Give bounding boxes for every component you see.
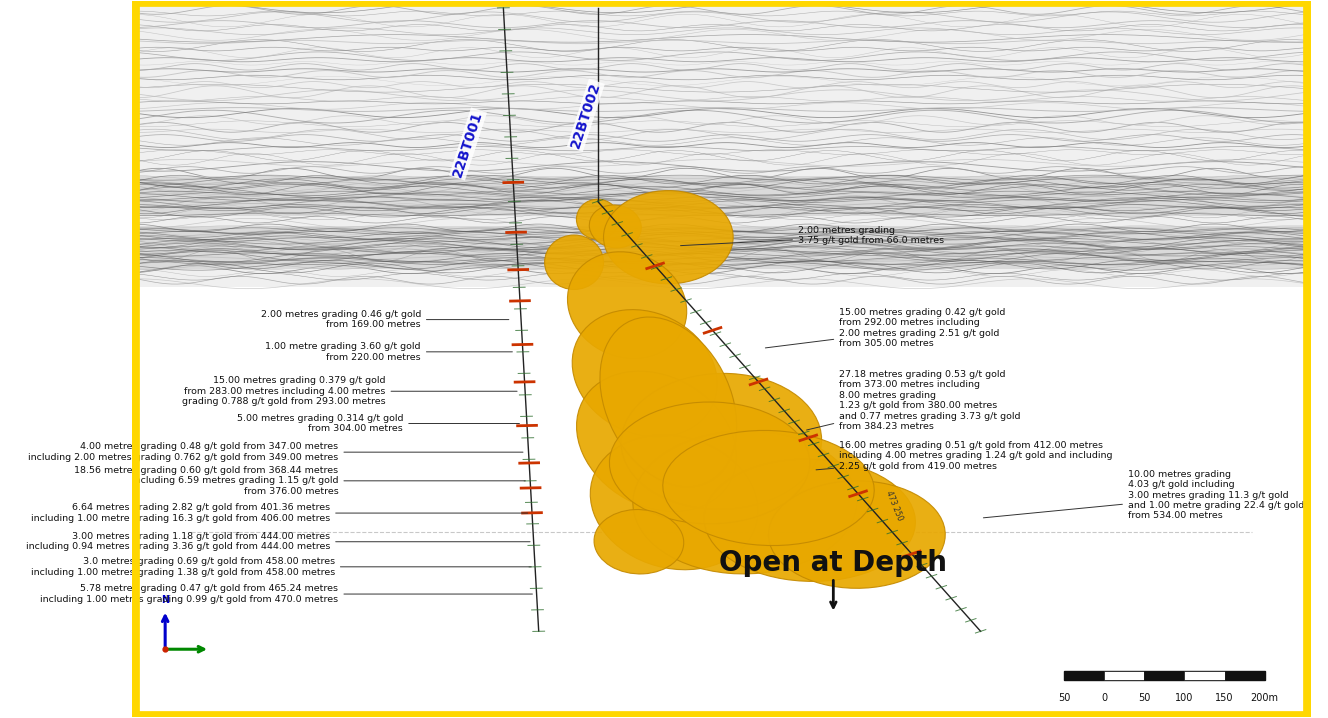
Ellipse shape — [663, 430, 874, 546]
Ellipse shape — [633, 431, 857, 574]
Text: 5.78 metres grading 0.47 g/t gold from 465.24 metres
including 1.00 metres gradi: 5.78 metres grading 0.47 g/t gold from 4… — [40, 584, 533, 604]
Ellipse shape — [590, 435, 758, 569]
FancyBboxPatch shape — [133, 1, 1311, 287]
FancyBboxPatch shape — [133, 226, 1311, 269]
Text: 3.0 metres grading 0.69 g/t gold from 458.00 metres
including 1.00 metres gradin: 3.0 metres grading 0.69 g/t gold from 45… — [31, 557, 531, 577]
Ellipse shape — [594, 510, 684, 574]
Ellipse shape — [600, 317, 737, 487]
Ellipse shape — [576, 371, 737, 512]
Ellipse shape — [603, 190, 733, 284]
Ellipse shape — [544, 235, 603, 289]
Text: 1.00 metre grading 3.60 g/t gold
from 220.00 metres: 1.00 metre grading 3.60 g/t gold from 22… — [266, 342, 513, 362]
Text: 27.18 metres grading 0.53 g/t gold
from 373.00 metres including
8.00 metres grad: 27.18 metres grading 0.53 g/t gold from … — [806, 370, 1021, 431]
Text: 0: 0 — [1101, 693, 1108, 703]
Text: 473 250: 473 250 — [884, 490, 904, 522]
Text: 16.00 metres grading 0.51 g/t gold from 412.00 metres
including 4.00 metres grad: 16.00 metres grading 0.51 g/t gold from … — [817, 441, 1113, 470]
Text: 10.00 metres grading
4.03 g/t gold including
3.00 metres grading 11.3 g/t gold
a: 10.00 metres grading 4.03 g/t gold inclu… — [984, 470, 1304, 521]
Ellipse shape — [622, 373, 822, 510]
Ellipse shape — [590, 205, 641, 248]
Ellipse shape — [610, 402, 810, 524]
Text: 50: 50 — [1138, 693, 1150, 703]
Text: 200m: 200m — [1251, 693, 1279, 703]
Text: Open at Depth: Open at Depth — [720, 549, 947, 577]
Text: 2.00 metres grading 0.46 g/t gold
from 169.00 metres: 2.00 metres grading 0.46 g/t gold from 1… — [260, 310, 509, 330]
Text: 100: 100 — [1175, 693, 1194, 703]
Text: 18.56 metres grading 0.60 g/t gold from 368.44 metres
including 6.59 metres grad: 18.56 metres grading 0.60 g/t gold from … — [74, 466, 526, 495]
Ellipse shape — [704, 459, 915, 582]
FancyBboxPatch shape — [133, 176, 1311, 215]
Text: 3.00 metres grading 1.18 g/t gold from 444.00 metres
including 0.94 metres gradi: 3.00 metres grading 1.18 g/t gold from 4… — [25, 532, 530, 551]
Bar — [1064, 671, 1105, 680]
Ellipse shape — [769, 481, 946, 588]
Ellipse shape — [576, 199, 619, 239]
Text: 5.00 metres grading 0.314 g/t gold
from 304.00 metres: 5.00 metres grading 0.314 g/t gold from … — [236, 414, 519, 433]
Bar — [1064, 671, 1264, 680]
Bar — [1185, 671, 1224, 680]
Text: 4.00 metres grading 0.48 g/t gold from 347.00 metres
including 2.00 metres gradi: 4.00 metres grading 0.48 g/t gold from 3… — [28, 442, 523, 462]
Text: 22BT002: 22BT002 — [568, 80, 603, 150]
Text: 6.64 metres grading 2.82 g/t gold from 401.36 metres
including 1.00 metre gradin: 6.64 metres grading 2.82 g/t gold from 4… — [31, 503, 527, 523]
Text: 22BT001: 22BT001 — [450, 109, 485, 179]
Text: 150: 150 — [1215, 693, 1234, 703]
Ellipse shape — [572, 309, 717, 437]
Bar — [1145, 671, 1185, 680]
Text: 15.00 metres grading 0.42 g/t gold
from 292.00 metres including
2.00 metres grad: 15.00 metres grading 0.42 g/t gold from … — [765, 308, 1005, 348]
Text: N: N — [161, 595, 169, 605]
Text: 15.00 metres grading 0.379 g/t gold
from 283.00 metres including 4.00 metres
gra: 15.00 metres grading 0.379 g/t gold from… — [182, 376, 517, 406]
Text: 50: 50 — [1058, 693, 1070, 703]
Bar — [1105, 671, 1145, 680]
Text: 2.00 metres grading
3.75 g/t gold from 66.0 metres: 2.00 metres grading 3.75 g/t gold from 6… — [680, 226, 944, 246]
Bar — [1224, 671, 1264, 680]
Ellipse shape — [567, 252, 687, 359]
